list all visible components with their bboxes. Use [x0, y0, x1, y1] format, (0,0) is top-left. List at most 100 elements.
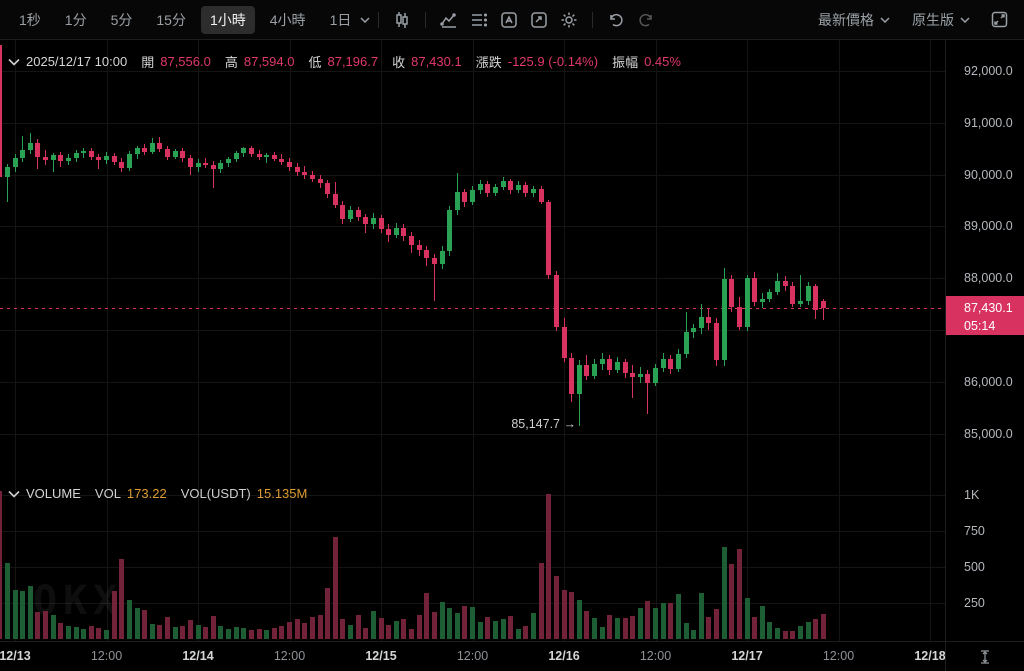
compare-icon[interactable] [524, 7, 554, 33]
gridline [381, 40, 382, 641]
volume-bar [172, 626, 178, 639]
volume-legend: VOLUME VOL 173.22 VOL(USDT) 15.135M [8, 486, 307, 501]
formula-icon[interactable] [494, 7, 524, 33]
volume-bar [752, 616, 758, 639]
candle [637, 373, 643, 378]
timeframe-5分[interactable]: 5分 [110, 11, 133, 28]
ohlc-legend: 2025/12/17 10:00 開 87,556.0 高 87,594.0 低… [8, 52, 681, 71]
timeframe-15分[interactable]: 15分 [156, 11, 186, 28]
close-label: 收 [392, 55, 406, 70]
volume-bar [637, 608, 643, 639]
display-settings-icon[interactable] [464, 7, 494, 33]
volume-bar [111, 591, 117, 639]
candle [622, 361, 628, 374]
candle [553, 275, 559, 327]
volume-bar [698, 593, 704, 639]
candlestick-icon[interactable] [387, 7, 417, 33]
volume-bar [119, 559, 125, 639]
candle [264, 154, 270, 158]
candle [27, 142, 33, 150]
volume-bar [538, 562, 544, 639]
candle [126, 153, 132, 169]
candle [706, 316, 712, 323]
candle [309, 174, 315, 179]
volume-bar [340, 618, 346, 639]
candle-wick [632, 365, 634, 398]
candle [393, 227, 399, 235]
chevron-down-icon[interactable] [360, 16, 370, 23]
candle [58, 154, 64, 162]
collapse-pane-icon[interactable] [8, 490, 20, 498]
volume-bar [813, 619, 819, 639]
volume-tick-label: 750 [964, 524, 985, 538]
candle [4, 166, 10, 178]
time-axis[interactable]: 12/13 12:00 12/14 12:00 12/15 12:00 12/16 12:00… [0, 641, 945, 671]
candle [88, 150, 94, 158]
candle [195, 163, 201, 167]
candle [355, 209, 361, 218]
time-tick-label: 12/18 [914, 649, 945, 663]
candle [820, 301, 826, 308]
amplitude-value: 0.45% [644, 54, 681, 69]
volume-tick-label: 1K [964, 488, 980, 502]
divider [425, 11, 427, 28]
timeframe-1分[interactable]: 1分 [64, 11, 87, 28]
volume-bar [287, 621, 292, 639]
candle [43, 156, 48, 161]
volume-bar [142, 610, 148, 639]
volume-bar [187, 620, 193, 639]
volume-bar [729, 564, 735, 639]
volume-bar [561, 590, 567, 639]
version-dropdown[interactable]: 原生版 [904, 6, 978, 34]
candle-wick [98, 153, 100, 170]
candle [50, 154, 56, 161]
volume-bar [35, 611, 41, 639]
time-tick-label: 12:00 [822, 649, 855, 663]
volume-bar [58, 623, 64, 639]
candle [332, 194, 338, 205]
timeframe-4小時[interactable]: 4小時 [269, 11, 306, 28]
candle-wick [799, 275, 801, 307]
candle-wick [433, 254, 435, 301]
candle [248, 148, 254, 154]
candle [0, 45, 3, 178]
volume-bar [134, 608, 140, 639]
volume-bar [81, 628, 87, 639]
price-axis[interactable]: 87,430.1 05:14 92,000.0 91,000.0 90,000.0 8… [945, 40, 1024, 641]
candle [439, 251, 445, 264]
candle-wick [205, 157, 207, 169]
time-tick-label: 12:00 [273, 649, 306, 663]
time-tick-label: 12/14 [182, 649, 214, 663]
volume-bar [378, 617, 384, 639]
volume-bar [332, 537, 338, 639]
indicators-icon[interactable] [434, 7, 464, 33]
volume-bar [454, 612, 460, 639]
axis-scale-icon[interactable] [978, 649, 992, 665]
volume-bar [660, 603, 666, 639]
timeframe-1日[interactable]: 1日 [329, 11, 352, 28]
volume-bar [12, 590, 18, 639]
high-value: 87,594.0 [243, 54, 295, 69]
volume-tick-label: 500 [964, 560, 985, 574]
fullscreen-icon[interactable] [984, 7, 1014, 33]
current-price-badge: 87,430.1 05:14 [946, 295, 1024, 335]
open-label: 開 [141, 55, 155, 70]
timeframe-1小時[interactable]: 1小時 [200, 5, 255, 34]
volume-bar [553, 576, 559, 639]
gear-icon[interactable] [554, 7, 584, 33]
collapse-pane-icon[interactable] [8, 58, 20, 66]
price-mode-dropdown[interactable]: 最新價格 [810, 6, 898, 34]
undo-icon[interactable] [601, 7, 631, 33]
redo-icon[interactable] [631, 7, 661, 33]
volume-pane[interactable] [0, 481, 946, 641]
volume-bar [599, 626, 605, 639]
candle [165, 148, 170, 157]
timeframe-1秒[interactable]: 1秒 [19, 11, 41, 28]
volume-bar [126, 600, 132, 639]
volume-bar [683, 623, 689, 639]
volume-bar [515, 628, 521, 639]
price-pane[interactable] [0, 40, 946, 481]
volume-bar [210, 615, 216, 639]
volume-bar [241, 628, 247, 639]
candle [660, 359, 666, 368]
